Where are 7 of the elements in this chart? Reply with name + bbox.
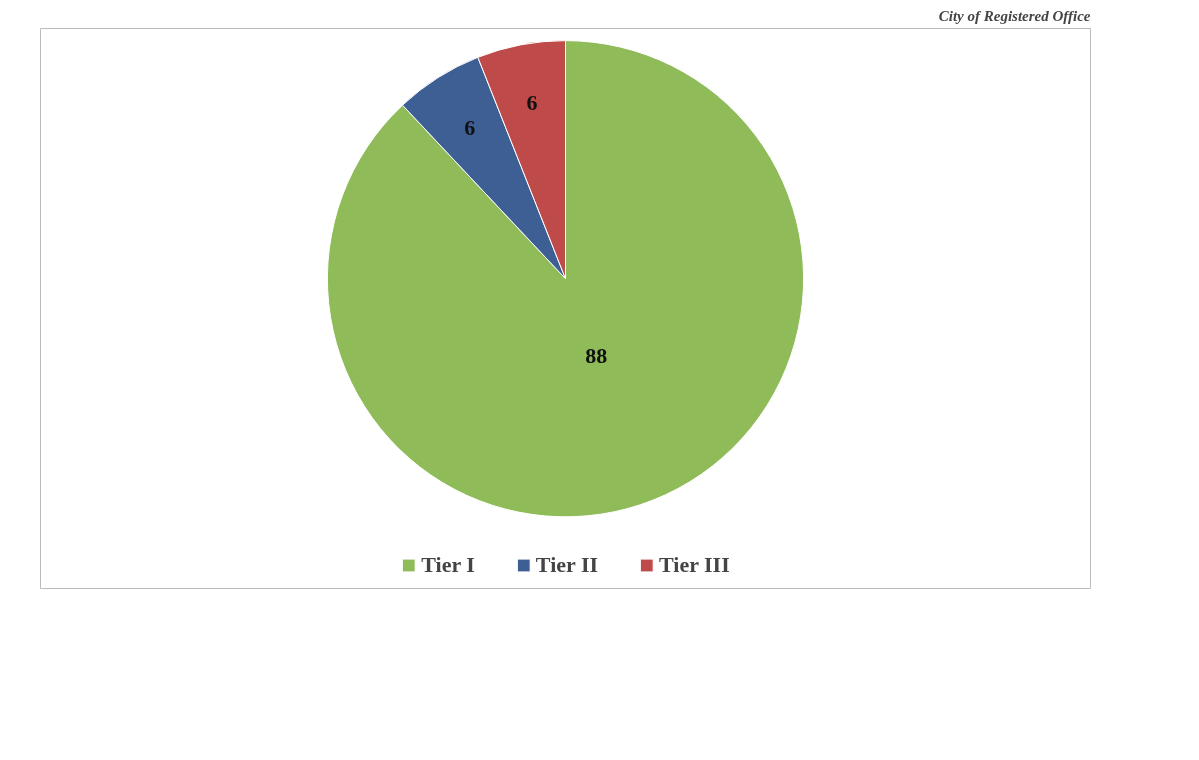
legend-label: Tier I: [421, 552, 475, 578]
legend-label: Tier III: [659, 552, 730, 578]
data-label: 6: [464, 114, 476, 140]
legend-label: Tier II: [535, 552, 599, 578]
data-label: 6: [526, 90, 538, 116]
text: City of Registered Office: [938, 7, 1091, 24]
data-label: 88: [585, 343, 608, 369]
